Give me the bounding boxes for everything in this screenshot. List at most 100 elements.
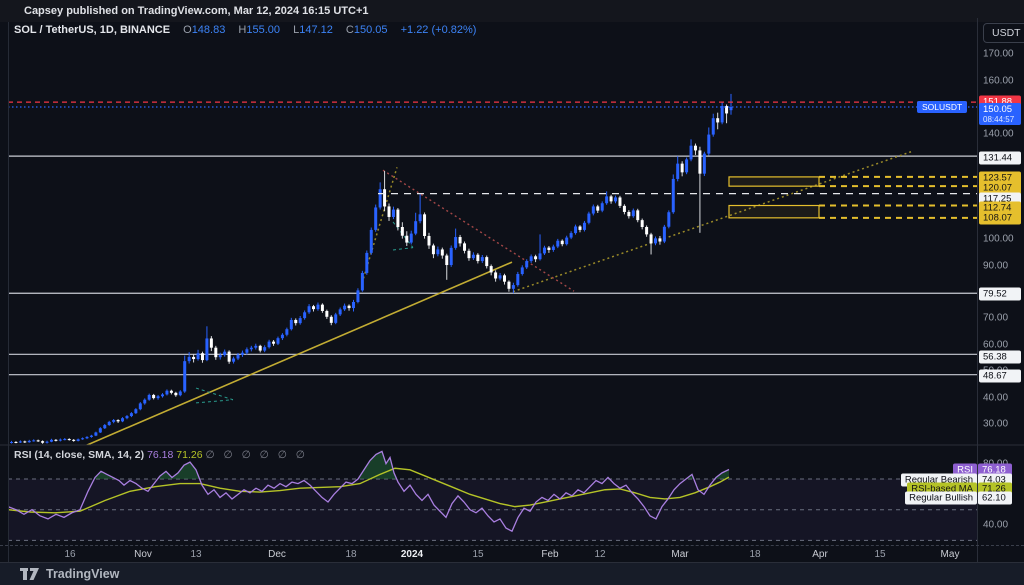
publish-bar: Capsey published on TradingView.com, Mar… — [0, 0, 1024, 22]
candle — [218, 355, 222, 358]
candle — [569, 233, 573, 238]
tradingview-brand-text[interactable]: TradingView — [46, 567, 120, 581]
candle — [427, 235, 431, 246]
candle — [396, 209, 400, 228]
candle — [671, 178, 675, 213]
rsi-axis-tick: 40.00 — [983, 519, 1009, 531]
time-axis-tick: Nov — [134, 549, 152, 560]
candle — [516, 274, 520, 286]
candle — [351, 301, 355, 309]
candle — [698, 150, 702, 174]
candle — [502, 275, 506, 282]
candle — [161, 394, 165, 397]
time-axis-tick: 2024 — [400, 549, 424, 560]
pattern-segment — [392, 247, 414, 251]
candle — [294, 319, 298, 324]
candle — [667, 212, 671, 227]
supply-zone-box[interactable] — [728, 204, 820, 219]
candle — [23, 441, 27, 443]
price-badge: 131.44 — [979, 151, 1021, 165]
candle — [374, 207, 378, 230]
candle — [192, 356, 196, 360]
close-value: 150.05 — [353, 24, 388, 36]
supply-zone-box[interactable] — [728, 176, 820, 187]
symbol-title[interactable]: SOL / TetherUS, 1D, BINANCE — [14, 24, 171, 36]
candle — [200, 353, 204, 361]
time-axis[interactable]: 16 Nov 13 Dec 18 2024 15 Feb 12 Mar 18 Apr 15 May — [0, 545, 1024, 563]
candle — [662, 226, 666, 242]
price-axis-tick: 100.00 — [983, 233, 1014, 245]
low-value: 147.12 — [299, 24, 333, 36]
candle — [440, 249, 444, 256]
candle — [507, 281, 511, 289]
main-pane[interactable] — [8, 93, 977, 446]
tradingview-logo-icon[interactable] — [20, 568, 39, 580]
price-badge: 79.52 — [979, 287, 1021, 301]
candle — [121, 418, 125, 422]
candle — [449, 247, 453, 266]
rsi-legend[interactable]: RSI (14, close, SMA, 14, 2) 76.18 71.26 … — [14, 449, 308, 461]
candle — [578, 226, 582, 230]
price-axis-tick: 60.00 — [983, 339, 1009, 351]
rsi-overbought-fill — [157, 462, 200, 479]
currency-toggle-button[interactable]: USDT — [983, 23, 1024, 43]
candle — [489, 266, 493, 273]
rsi-badge-label: Regular Bullish — [905, 491, 977, 504]
time-axis-tick: 16 — [64, 549, 76, 560]
candle — [183, 361, 187, 392]
candle — [658, 238, 662, 242]
candle — [654, 238, 658, 244]
rsi-ma-line — [8, 467, 730, 514]
time-axis-tick: 18 — [749, 549, 761, 560]
candle — [263, 347, 267, 351]
candle — [209, 338, 213, 348]
candle — [178, 391, 182, 396]
candle — [98, 428, 102, 433]
price-axis[interactable]: USDT 170.00160.00150.00140.00130.00120.0… — [977, 18, 1024, 562]
candle — [76, 439, 80, 441]
candle — [676, 163, 680, 179]
candle — [272, 341, 276, 344]
candle — [534, 256, 538, 260]
candle — [520, 267, 524, 275]
price-axis-tick: 140.00 — [983, 128, 1014, 140]
price-axis-tick: 170.00 — [983, 48, 1014, 60]
candle — [67, 439, 71, 441]
candle — [258, 345, 262, 351]
candle — [54, 439, 58, 441]
candle — [254, 345, 258, 348]
candle — [587, 213, 591, 223]
high-label: H — [238, 24, 247, 36]
symbol-legend[interactable]: SOL / TetherUS, 1D, BINANCE O148.83 H155… — [14, 24, 476, 36]
candle — [249, 347, 253, 350]
candle — [627, 211, 631, 217]
candle — [72, 439, 76, 441]
candle — [276, 338, 280, 344]
candle — [27, 440, 31, 443]
rsi-pane[interactable] — [8, 450, 977, 541]
candle — [94, 432, 98, 436]
candles — [10, 93, 733, 444]
rsi-empty-values: ∅ ∅ ∅ ∅ ∅ ∅ — [205, 449, 308, 461]
candle — [107, 421, 111, 426]
rsi-line — [8, 450, 730, 533]
candle — [600, 203, 604, 211]
candle — [511, 285, 515, 289]
candle — [63, 439, 67, 441]
candle — [436, 249, 440, 255]
candle — [720, 106, 724, 123]
candle — [405, 235, 409, 243]
candle — [103, 425, 107, 429]
rsi-title[interactable]: RSI (14, close, SMA, 14, 2) — [14, 449, 145, 461]
change-value: +1.22 (+0.82%) — [400, 24, 477, 36]
price-badge: 108.07 — [979, 211, 1021, 225]
price-axis-tick: 160.00 — [983, 75, 1014, 87]
publish-text: Capsey published on TradingView.com, Mar… — [24, 5, 369, 17]
candle — [312, 306, 316, 310]
candle — [542, 247, 546, 254]
candle — [631, 210, 635, 217]
candle — [152, 394, 156, 399]
candle — [565, 237, 569, 245]
price-badge: 123.57 — [979, 171, 1021, 185]
